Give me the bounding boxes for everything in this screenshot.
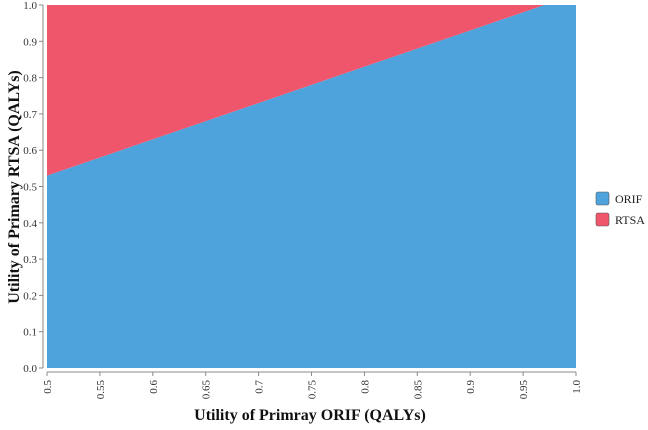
y-axis-title: Utility of Primary RTSA (QALYs) <box>6 70 23 304</box>
y-tick-label: 1.0 <box>23 0 37 12</box>
x-ticks: 0.5 0.55 0.6 0.65 0.7 0.75 0.8 0.85 0.9 0.95 1.0 <box>42 372 583 399</box>
legend-label-orif: ORIF <box>615 192 643 206</box>
legend-swatch-rtsa <box>595 212 610 227</box>
x-tick-label: 0.95 <box>518 380 530 400</box>
y-tick-label: 0.7 <box>23 109 37 121</box>
x-tick-label: 0.85 <box>412 380 424 400</box>
region-orif <box>47 5 576 368</box>
y-tick-label: 0.0 <box>23 363 37 375</box>
region-rtsa <box>47 5 545 176</box>
y-tick-label: 0.8 <box>23 73 37 85</box>
legend: ORIF RTSA <box>595 191 645 227</box>
y-tick-label: 0.4 <box>23 218 37 230</box>
x-axis: 0.5 0.55 0.6 0.65 0.7 0.75 0.8 0.85 0.9 0.95 1.0 <box>42 371 583 399</box>
y-tick-label: 0.3 <box>23 254 37 266</box>
y-tick-label: 0.5 <box>23 182 37 194</box>
plot-area <box>47 5 576 368</box>
x-tick-label: 0.5 <box>42 380 54 394</box>
y-tick-label: 0.6 <box>23 145 37 157</box>
x-tick-label: 0.6 <box>148 380 160 394</box>
x-axis-title: Utility of Primray ORIF (QALYs) <box>194 407 426 424</box>
x-tick-label: 0.7 <box>254 380 266 394</box>
x-tick-label: 0.65 <box>201 380 213 400</box>
x-tick-label: 0.55 <box>95 380 107 400</box>
y-tick-label: 0.1 <box>23 327 37 339</box>
y-tick-label: 0.2 <box>23 290 37 302</box>
x-tick-label: 0.75 <box>307 380 319 400</box>
y-tick-label: 0.9 <box>23 36 37 48</box>
x-tick-label: 0.8 <box>359 380 371 394</box>
x-tick-label: 0.9 <box>465 380 477 394</box>
legend-swatch-orif <box>595 191 610 206</box>
legend-label-rtsa: RTSA <box>615 213 645 227</box>
y-axis: 0.0 0.1 0.2 0.3 0.4 0.5 0.6 0.7 0.8 0.9 1.0 <box>23 0 44 375</box>
x-tick-label: 1.0 <box>571 380 583 394</box>
y-ticks: 0.0 0.1 0.2 0.3 0.4 0.5 0.6 0.7 0.8 0.9 1.0 <box>23 0 43 375</box>
